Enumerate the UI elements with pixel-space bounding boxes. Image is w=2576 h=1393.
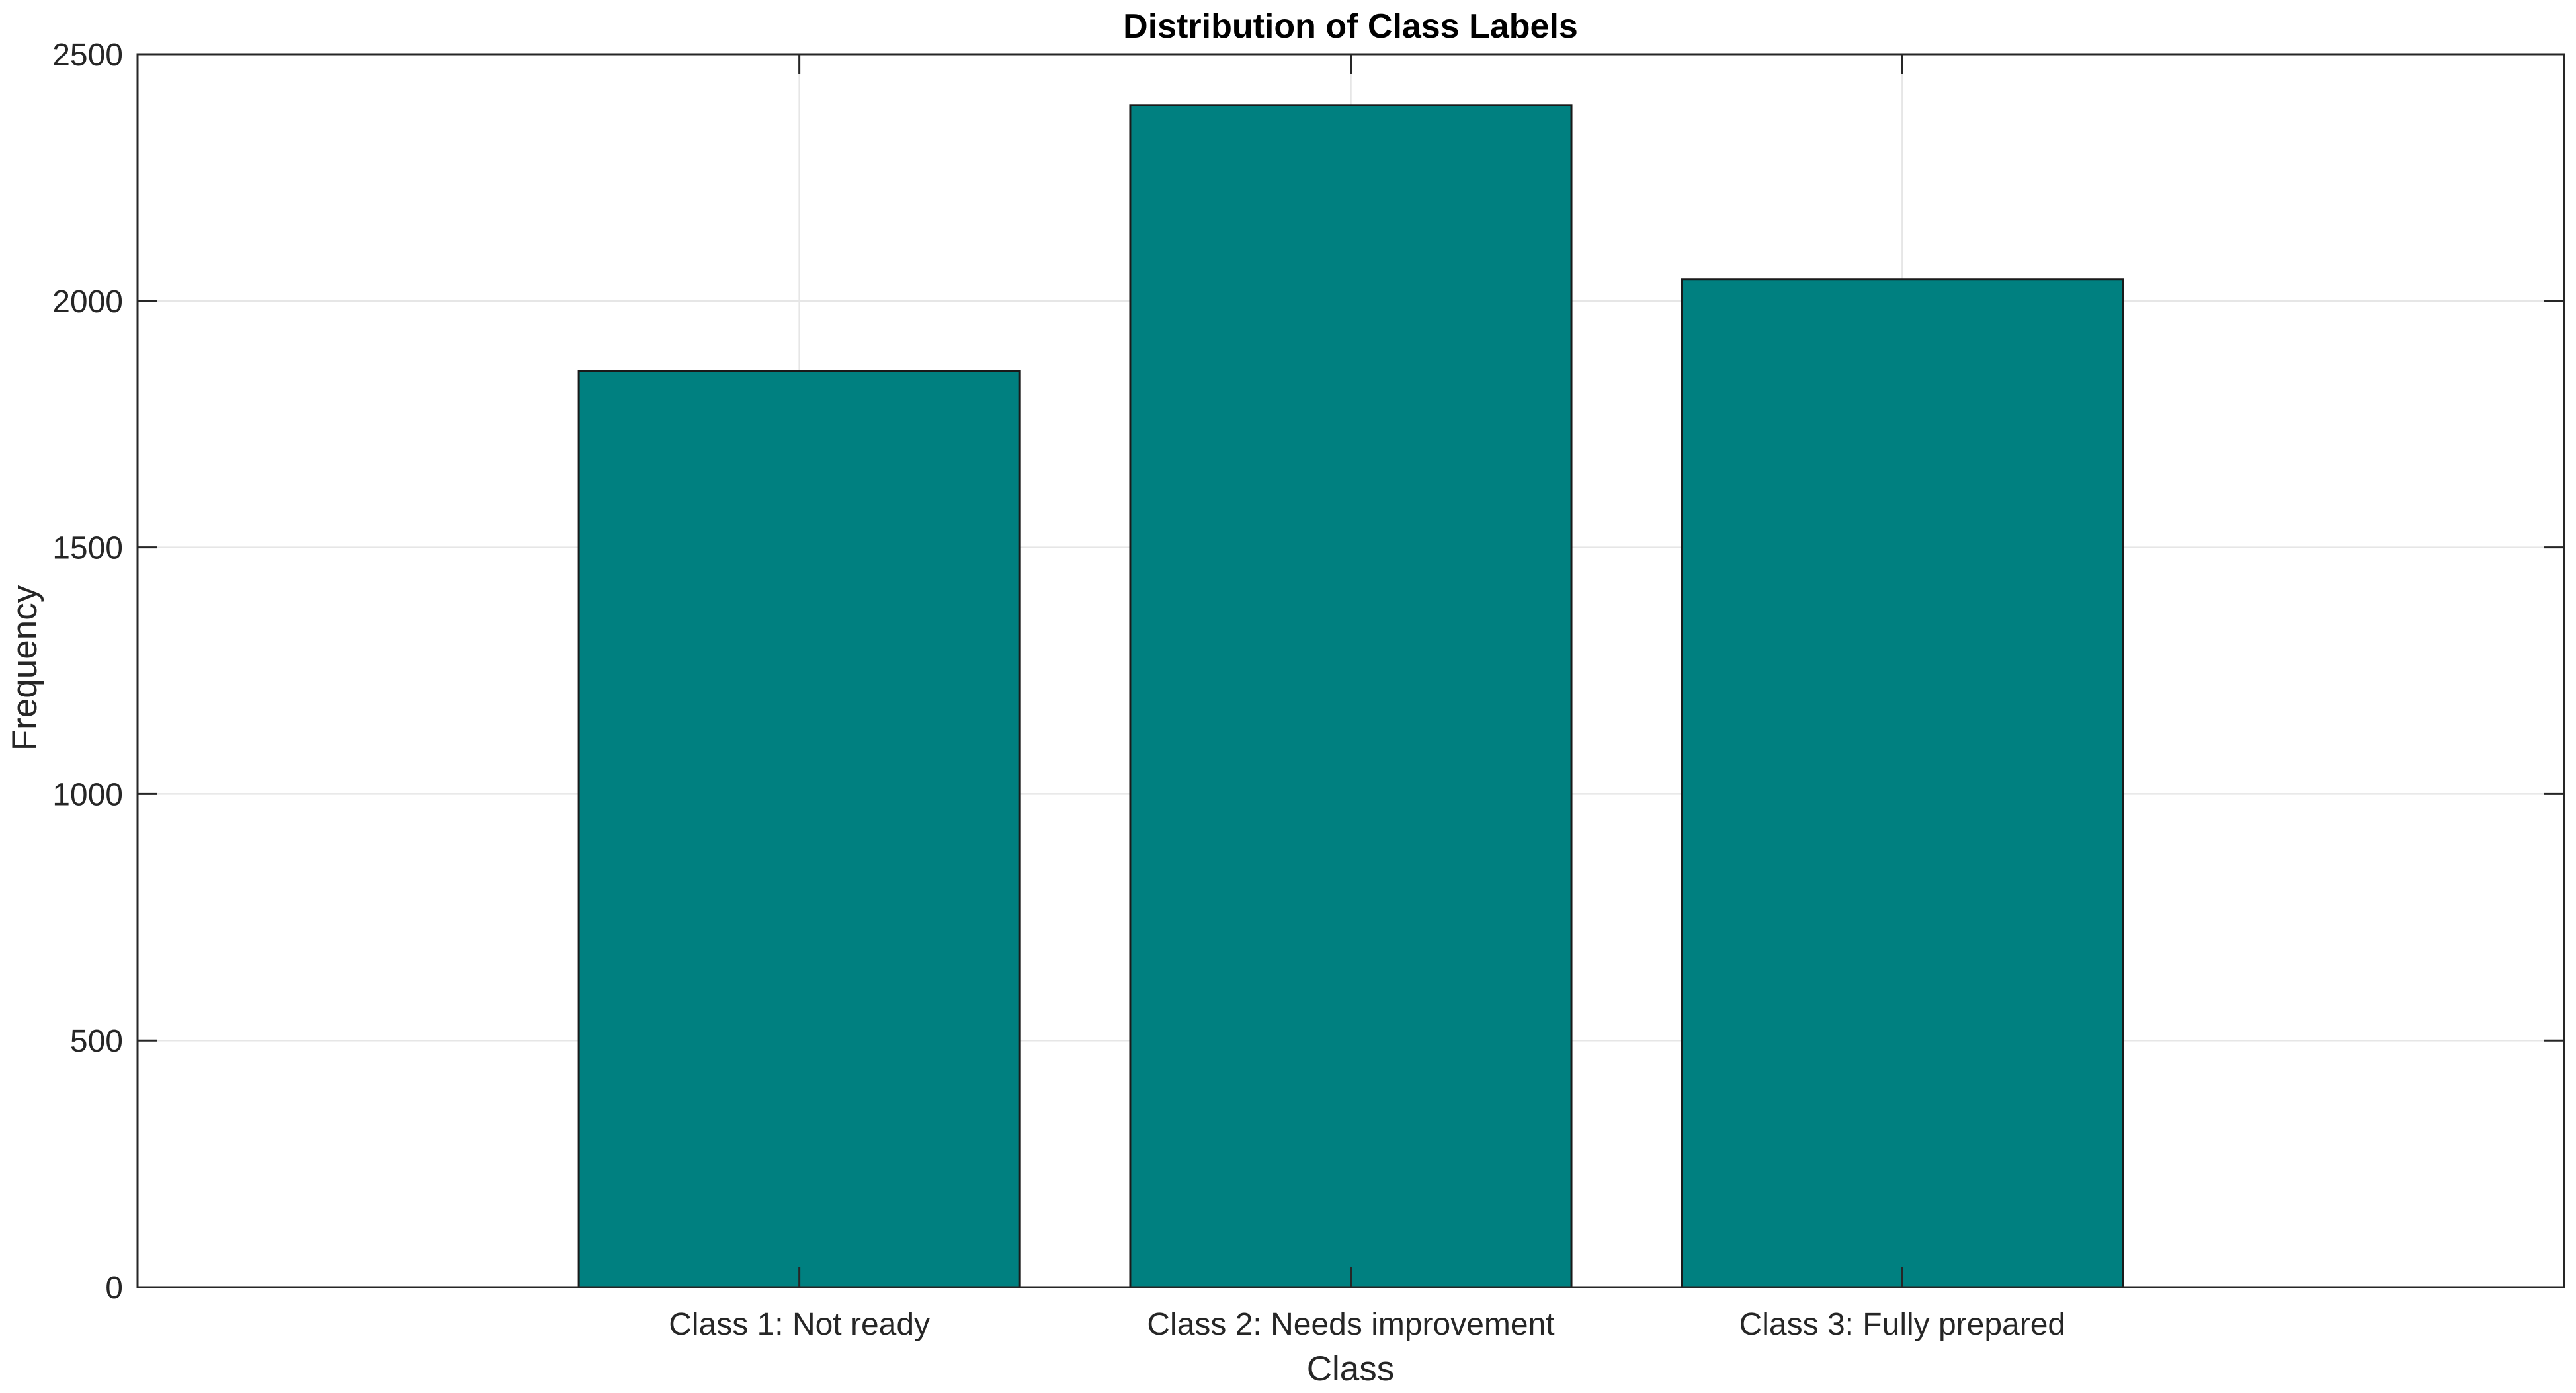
bar-group xyxy=(577,104,2124,1288)
y-tick-label: 500 xyxy=(70,1024,123,1059)
x-tick-labels: Class 1: Not ready Class 2: Needs improve… xyxy=(669,1307,2065,1342)
y-tick-label: 1500 xyxy=(52,531,123,566)
chart-title: Distribution of Class Labels xyxy=(1123,7,1578,46)
x-tick-label: Class 2: Needs improvement xyxy=(1147,1307,1554,1342)
y-tick-label: 1000 xyxy=(52,777,123,812)
x-tick-label: Class 1: Not ready xyxy=(669,1307,930,1342)
y-tick-labels: 0 500 1000 1500 2000 2500 xyxy=(52,38,123,1306)
y-axis-title: Frequency xyxy=(5,585,44,751)
y-tick-label: 2000 xyxy=(52,284,123,319)
x-axis-title: Class xyxy=(1307,1349,1395,1388)
bar xyxy=(1681,278,2124,1288)
y-tick-label: 2500 xyxy=(52,38,123,73)
x-tick-label: Class 3: Fully prepared xyxy=(1739,1307,2066,1342)
bar xyxy=(1129,104,1573,1288)
bar xyxy=(577,370,1021,1288)
axes-box xyxy=(136,53,2565,1288)
y-tick-label: 0 xyxy=(105,1271,123,1306)
